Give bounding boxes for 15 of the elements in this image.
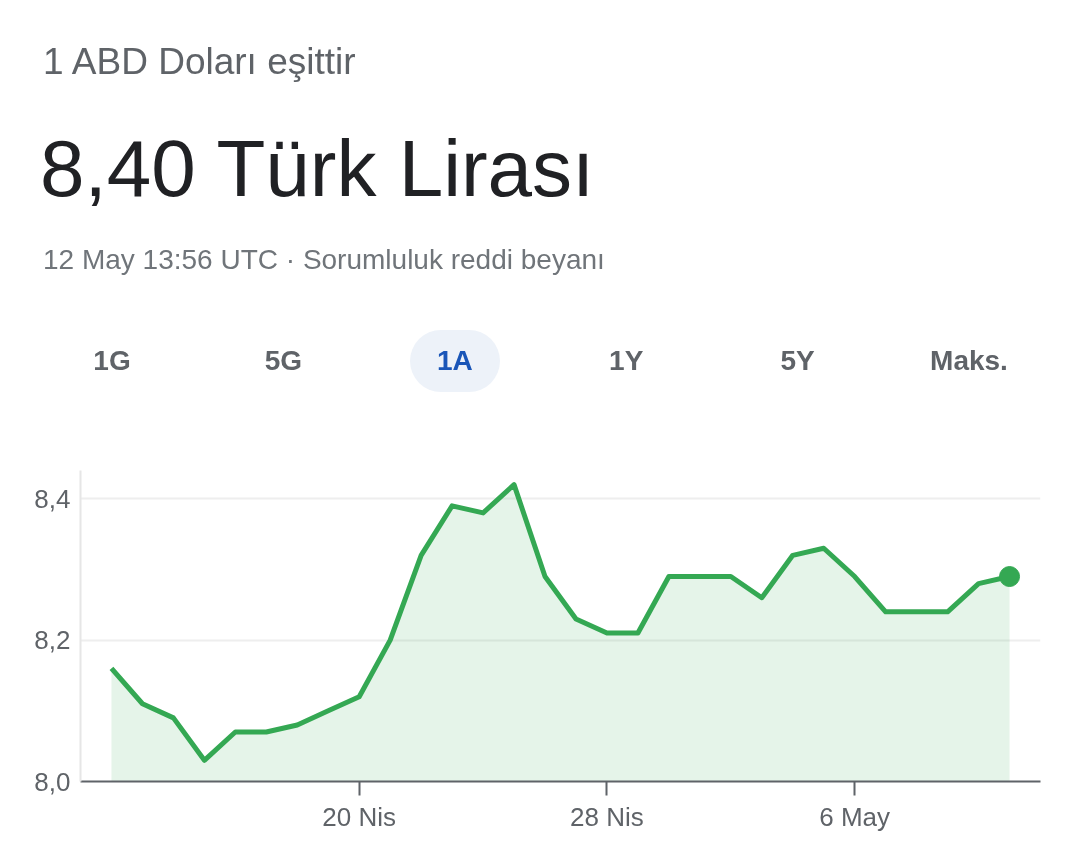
text: 1A — [409, 330, 500, 392]
chart-subtitle: 12 May 13:56 UTC · Sorumluluk reddi beyanı — [43, 243, 605, 277]
text: 1 ABD Doları eşittir — [43, 40, 356, 84]
text: Maks. — [929, 344, 1009, 378]
text: 5Y — [779, 344, 816, 378]
text: 1Y — [608, 344, 645, 378]
x-tick-label: 28 Nis — [570, 801, 644, 832]
text: 1G — [92, 344, 132, 378]
x-tick-label: 20 Nis — [322, 801, 397, 832]
y-tick-label: 8,4 — [34, 483, 71, 514]
x-tick-label: 6 May — [819, 801, 891, 832]
y-tick-label: 8,2 — [34, 625, 71, 656]
chart-title: 8,40 Türk Lirası — [40, 123, 595, 215]
text: 5G — [263, 344, 304, 378]
y-tick-label: 8,0 — [34, 766, 71, 797]
